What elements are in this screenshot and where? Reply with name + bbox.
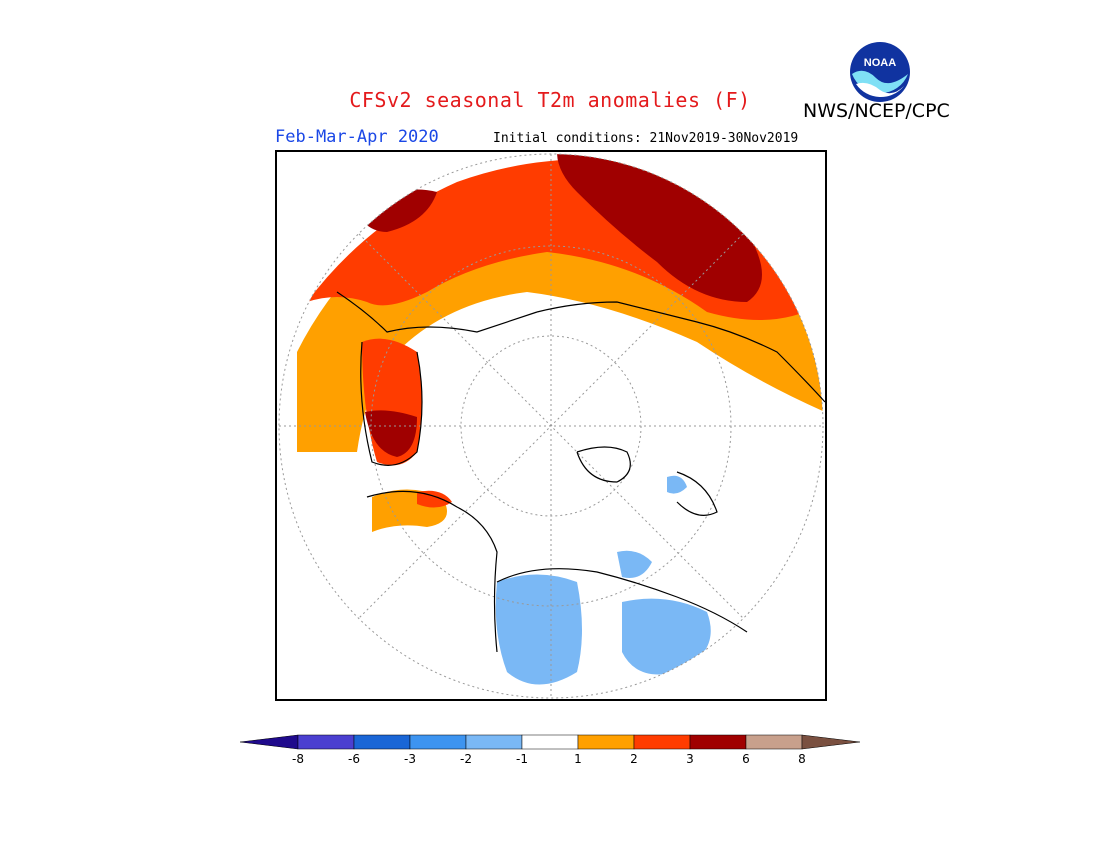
colorbar-arrow-left — [240, 734, 299, 750]
colorbar-tick-label: 6 — [742, 752, 750, 766]
colorbar-tick-label: 2 — [630, 752, 638, 766]
coastlines — [336, 291, 825, 653]
colorbar-swatch-7 — [633, 734, 691, 750]
colorbar-tick-label: -1 — [516, 752, 528, 766]
colorbar-tick-label: 3 — [686, 752, 694, 766]
colorbar-tick-label: -6 — [348, 752, 360, 766]
alaska-hot — [417, 490, 452, 508]
anomaly-map — [275, 150, 827, 701]
colorbar-swatch-4 — [465, 734, 523, 750]
colorbar-tick-label: 8 — [798, 752, 806, 766]
organization-label: NWS/NCEP/CPC — [803, 100, 950, 122]
initial-conditions-label: Initial conditions: 21Nov2019-30Nov2019 — [493, 131, 799, 146]
season-label: Feb-Mar-Apr 2020 — [275, 127, 439, 147]
cold-canada — [495, 574, 582, 685]
cold-patch-small — [617, 550, 652, 578]
logo-text: NOAA — [864, 57, 896, 69]
greenland-hot — [365, 410, 417, 457]
colorbar-swatch-9 — [745, 734, 803, 750]
cold-patch-scandinavia — [667, 475, 687, 494]
noaa-logo-icon: NOAA — [850, 42, 910, 102]
anomaly-3to6-band — [557, 154, 762, 302]
colorbar-tick-label: -3 — [404, 752, 416, 766]
colorbar-tick-label: -8 — [292, 752, 304, 766]
colorbar-arrow-right — [801, 734, 861, 750]
chart-title: CFSv2 seasonal T2m anomalies (F) — [349, 88, 751, 112]
polar-map-canvas — [278, 153, 825, 699]
cold-hudson — [622, 598, 711, 675]
colorbar-swatch-1 — [297, 734, 355, 750]
colorbar-swatch-5 — [521, 734, 579, 750]
colorbar-swatch-2 — [353, 734, 411, 750]
colorbar-tick-label: -2 — [460, 752, 472, 766]
colorbar — [240, 734, 861, 750]
colorbar-swatch-8 — [689, 734, 747, 750]
colorbar-tick-label: 1 — [574, 752, 582, 766]
colorbar-swatch-6 — [577, 734, 635, 750]
colorbar-swatch-3 — [409, 734, 467, 750]
